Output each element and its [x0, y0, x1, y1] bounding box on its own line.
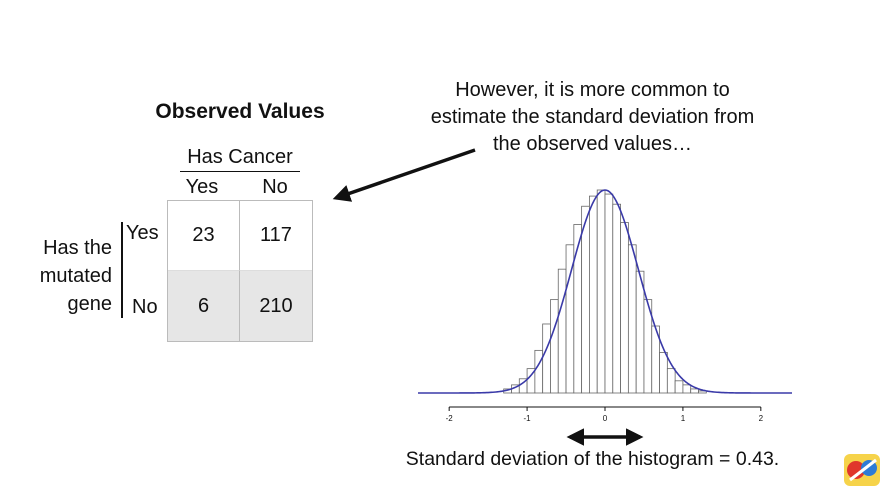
x-tick-label: 1 [681, 414, 686, 423]
row-label-no: No [132, 296, 158, 318]
annotation-line: estimate the standard deviation from [430, 106, 755, 128]
column-header-no: No [262, 176, 288, 198]
annotation-arrow [332, 148, 476, 202]
histogram-bar [604, 193, 614, 394]
contingency-table: 23 117 6 210 [167, 200, 313, 342]
row-group-line: Has the [43, 237, 112, 259]
annotation-line: the observed values… [492, 133, 692, 155]
histogram-bar [589, 195, 598, 394]
histogram-bar [620, 222, 629, 394]
histogram-bar [534, 349, 544, 394]
table-cell: 210 [240, 271, 312, 341]
table-cell: 23 [168, 201, 240, 271]
normal-curve [418, 189, 792, 394]
x-tick-label: -1 [524, 414, 532, 423]
x-tick-label: 2 [759, 414, 764, 423]
histogram-bar [666, 368, 676, 394]
column-header-yes: Yes [185, 176, 219, 198]
row-label-yes: Yes [126, 222, 159, 244]
histogram-bar [581, 205, 590, 394]
histogram-bar [682, 384, 692, 394]
table-cell: 117 [240, 201, 312, 271]
histogram-bar [659, 351, 668, 394]
histogram: -2 -1 0 1 2 [418, 189, 792, 423]
row-group-bracket [121, 222, 123, 318]
histogram-bar [542, 323, 551, 394]
annotation-line: However, it is more common to [455, 79, 730, 101]
histogram-bar [557, 268, 567, 394]
row-group-line: mutated [39, 265, 112, 287]
histogram-bar [596, 189, 606, 394]
table-cell: 6 [168, 271, 240, 341]
histogram-bar [698, 390, 707, 394]
column-group-label: Has Cancer [180, 146, 300, 172]
histogram-bar [690, 388, 699, 394]
statquest-logo-icon [844, 454, 880, 486]
annotation-text: However, it is more common to estimate t… [395, 77, 790, 158]
row-group-label: Has the mutated gene [20, 234, 112, 318]
x-tick-label: 0 [603, 414, 608, 423]
histogram-bar [635, 270, 645, 394]
histogram-bar [550, 299, 559, 394]
histogram-bar [674, 380, 684, 394]
histogram-bar [612, 203, 621, 394]
histogram-bar [627, 244, 637, 394]
caption: Standard deviation of the histogram = 0.… [405, 448, 780, 470]
row-group-line: gene [67, 293, 113, 315]
x-tick-label: -2 [446, 414, 454, 423]
table-title: Observed Values [155, 100, 325, 123]
